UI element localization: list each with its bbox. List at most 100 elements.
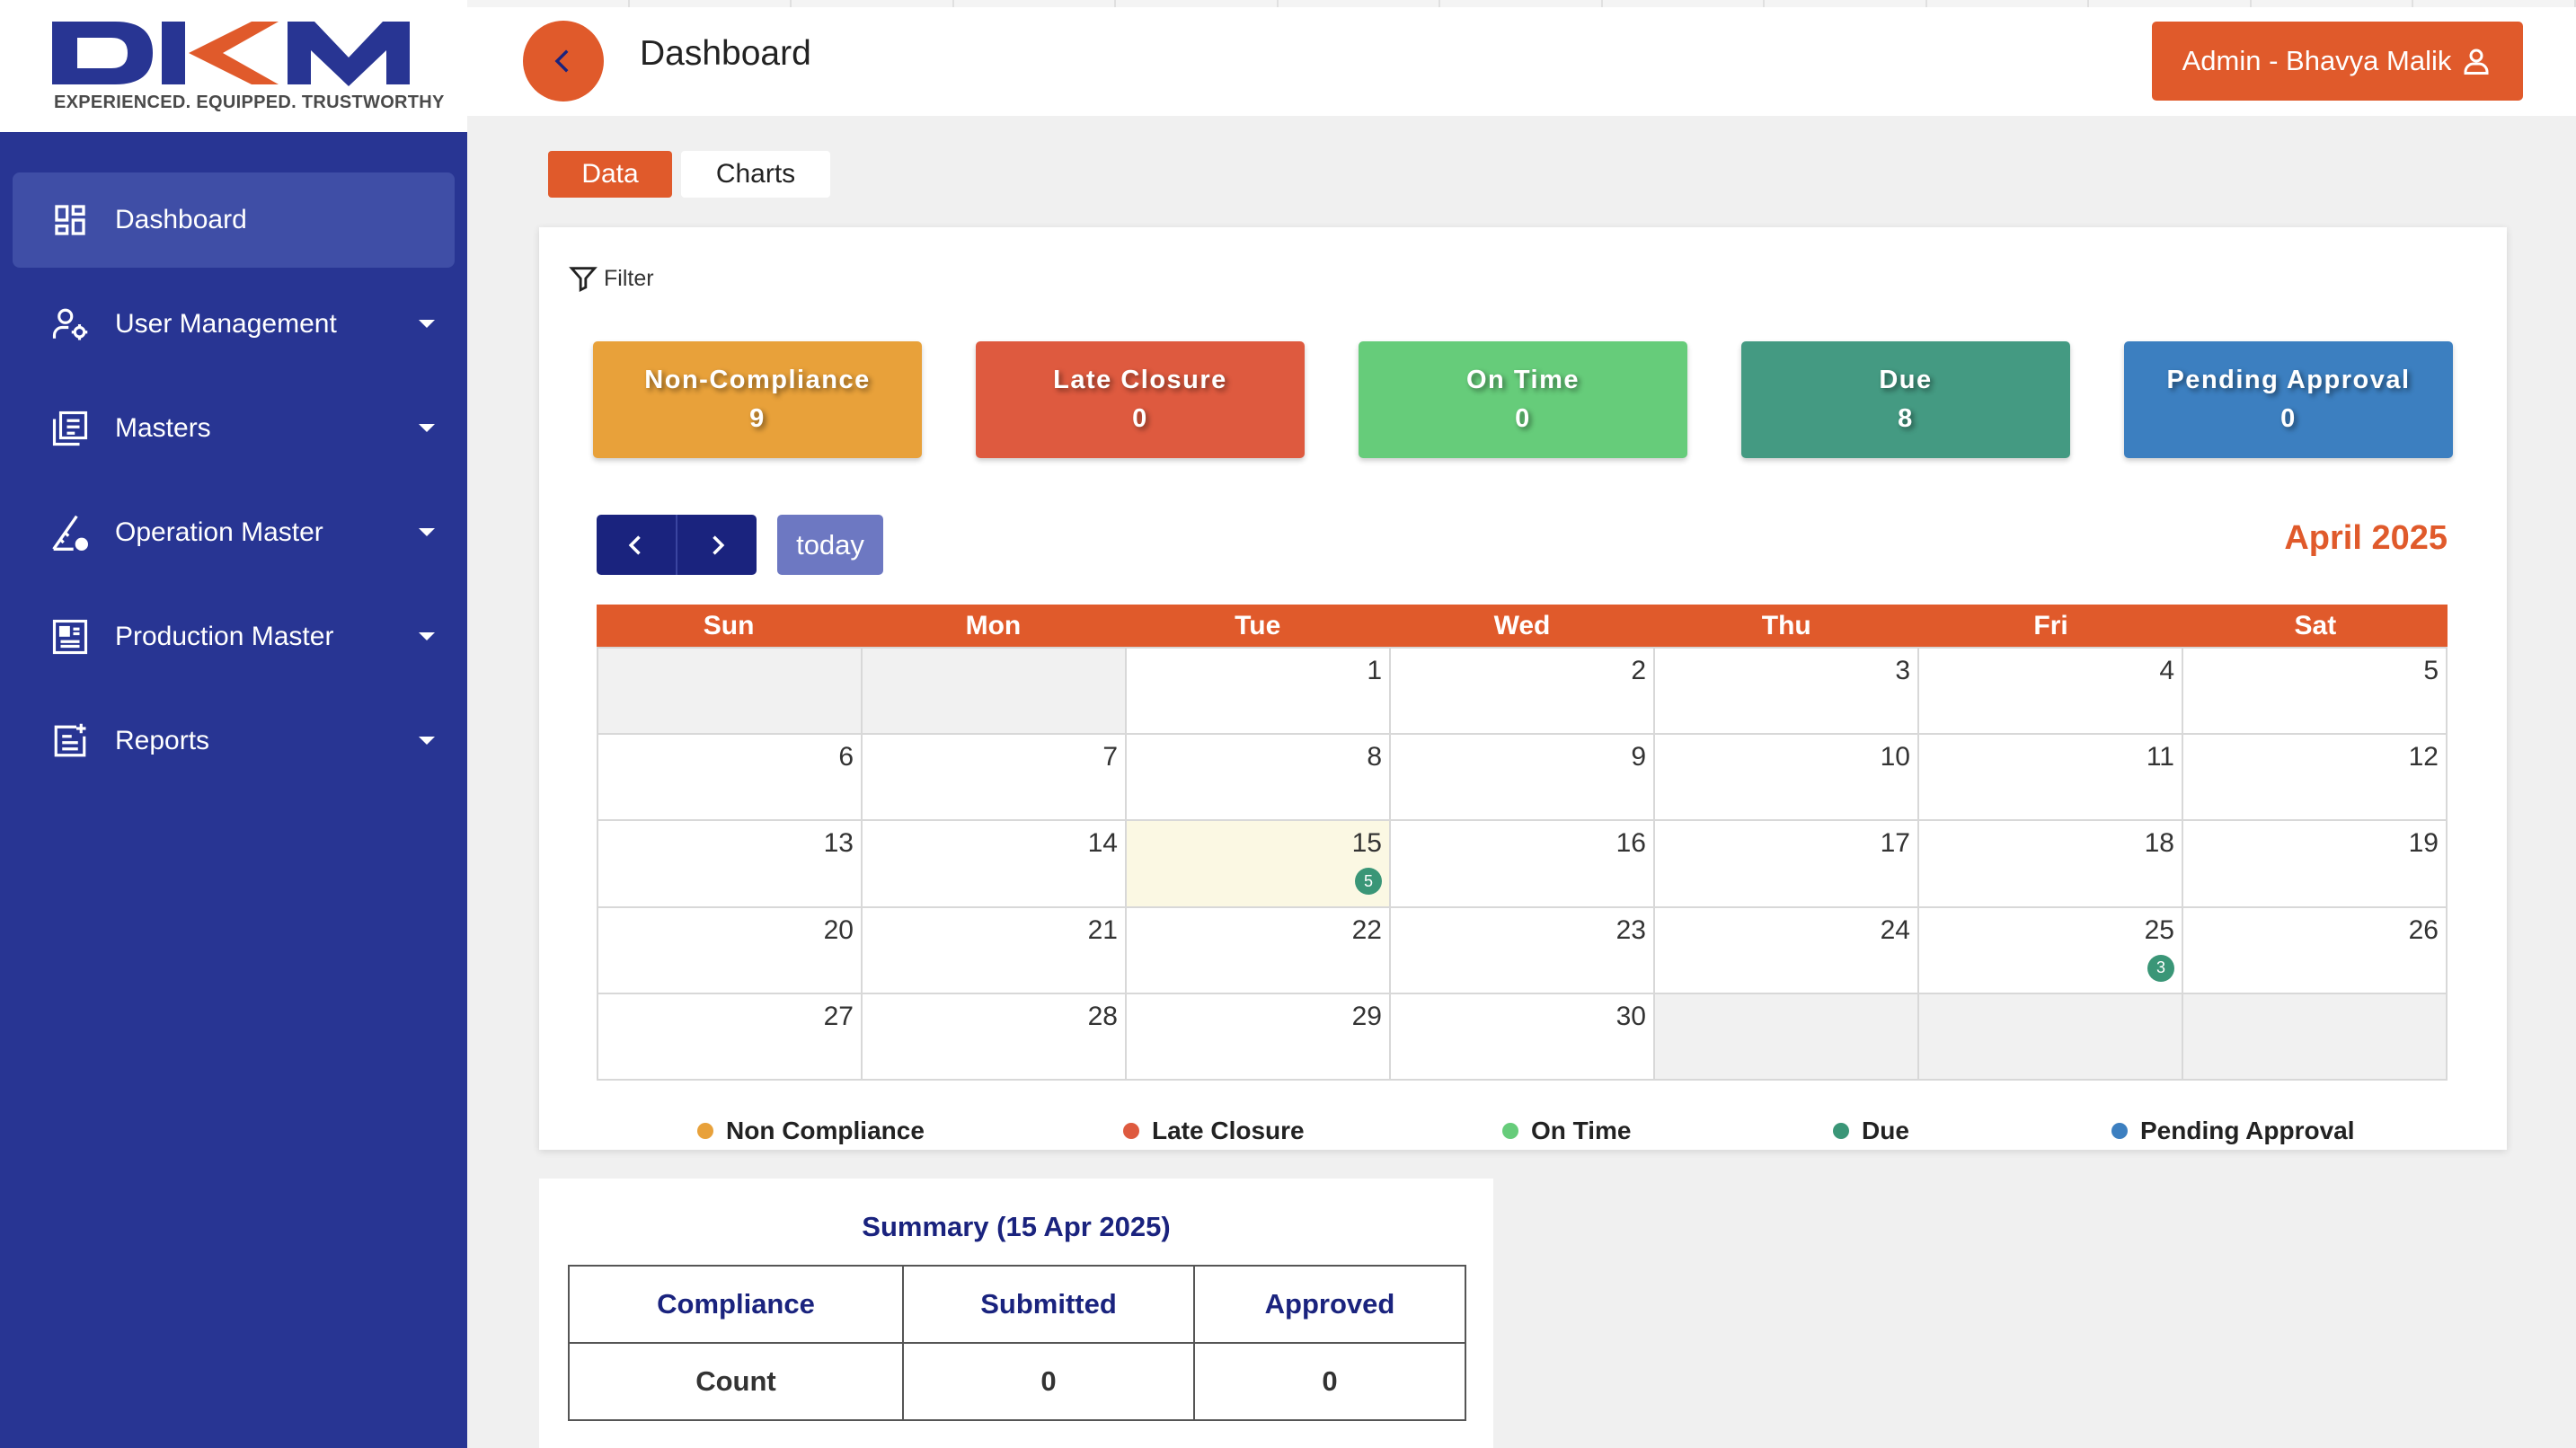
weekday-label: Wed: [1493, 610, 1551, 640]
sidebar-item-operation-master[interactable]: Operation Master: [13, 485, 455, 580]
calendar-day-cell[interactable]: 5: [2183, 649, 2448, 736]
calendar-day-cell[interactable]: 6: [598, 735, 863, 822]
day-number: 8: [1367, 742, 1382, 773]
legend-pending-approval: Pending Approval: [2111, 1117, 2355, 1145]
calendar-day-cell[interactable]: 13: [598, 821, 863, 908]
admin-user-button[interactable]: Admin - Bhavya Malik: [2152, 22, 2523, 101]
weekday-label: Tue: [1235, 610, 1281, 640]
calendar-day-cell[interactable]: 8: [1127, 735, 1391, 822]
stat-card-on-time[interactable]: On Time 0: [1359, 341, 1687, 458]
calendar-prev-button[interactable]: [597, 515, 677, 575]
calendar-grid: 1 2 3 4 5 6 7 8 9 10 11 12 13 14 15 5 16 17 18 19 20 21 22 23 24…: [597, 647, 2448, 1081]
legend-non-compliance: Non Compliance: [697, 1117, 925, 1145]
sidebar-item-user-management[interactable]: User Management: [13, 277, 455, 372]
event-count-badge[interactable]: 3: [2147, 954, 2174, 982]
legend-label: Pending Approval: [2140, 1117, 2355, 1144]
calendar-day-cell[interactable]: 24: [1655, 907, 1919, 994]
sidebar-item-label: Dashboard: [115, 205, 247, 234]
calendar-day-cell[interactable]: 18: [1919, 821, 2183, 908]
weekday-label: Sun: [703, 610, 755, 640]
dashboard-card: Filter Non-Compliance 9 Late Closure 0 O…: [539, 227, 2507, 1150]
calendar-day-cell[interactable]: 28: [863, 993, 1127, 1081]
table-header-row: Compliance Submitted Approved: [568, 1265, 1466, 1344]
sidebar-item-label: Reports: [115, 726, 210, 755]
calendar-day-cell[interactable]: 3: [1655, 649, 1919, 736]
calendar-day-cell[interactable]: [1655, 993, 1919, 1081]
day-number: 15: [1351, 828, 1382, 859]
chevron-down-icon: [419, 528, 435, 536]
stat-card-late-closure[interactable]: Late Closure 0: [976, 341, 1305, 458]
calendar-day-cell[interactable]: 12: [2183, 735, 2448, 822]
sidebar-item-reports[interactable]: Reports: [13, 693, 455, 789]
sidebar-item-dashboard[interactable]: Dashboard: [13, 172, 455, 268]
weekday-label: Thu: [1761, 610, 1811, 640]
calendar-day-cell[interactable]: 4: [1919, 649, 2183, 736]
calendar-day-cell[interactable]: 2: [1391, 649, 1655, 736]
day-number: 30: [1616, 1001, 1646, 1031]
day-number: 1: [1367, 656, 1382, 685]
legend-on-time: On Time: [1502, 1117, 1632, 1145]
calendar-day-cell[interactable]: 17: [1655, 821, 1919, 908]
sidebar-item-label: Production Master: [115, 622, 334, 651]
day-number: 17: [1880, 828, 1910, 859]
calendar-day-cell[interactable]: 15 5: [1127, 821, 1391, 908]
report-icon: [49, 720, 92, 763]
calendar-day-cell[interactable]: 7: [863, 735, 1127, 822]
legend-dot: [2111, 1123, 2128, 1139]
calendar-day-cell[interactable]: 26: [2183, 907, 2448, 994]
tab-charts[interactable]: Charts: [681, 151, 830, 198]
legend-dot: [1502, 1123, 1518, 1139]
legend-dot: [1833, 1123, 1849, 1139]
filter-button[interactable]: Filter: [568, 263, 654, 294]
day-number: 24: [1880, 914, 1910, 945]
sidebar-item-label: Masters: [115, 413, 211, 443]
calendar-day-cell[interactable]: 22: [1127, 907, 1391, 994]
day-number: 16: [1616, 828, 1646, 859]
today-button[interactable]: today: [777, 515, 883, 575]
summary-table: Compliance Submitted Approved Count 0 0: [568, 1265, 1466, 1421]
chevron-right-icon: [713, 534, 725, 555]
calendar-day-cell[interactable]: 23: [1391, 907, 1655, 994]
calendar-day-cell[interactable]: 29: [1127, 993, 1391, 1081]
calendar-day-cell[interactable]: 20: [598, 907, 863, 994]
back-button[interactable]: [523, 21, 604, 102]
calendar-day-cell[interactable]: 1: [1127, 649, 1391, 736]
stat-card-due[interactable]: Due 8: [1741, 341, 2070, 458]
tab-data[interactable]: Data: [548, 151, 672, 198]
calendar-day-cell[interactable]: 19: [2183, 821, 2448, 908]
calendar-day-cell[interactable]: [863, 649, 1127, 736]
calendar-next-button[interactable]: [677, 515, 757, 575]
stat-value: 9: [749, 404, 766, 433]
calendar-day-cell[interactable]: 30: [1391, 993, 1655, 1081]
calendar-day-cell[interactable]: [2183, 993, 2448, 1081]
day-number: 7: [1102, 742, 1118, 773]
list-icon: [49, 407, 92, 450]
calendar-day-cell[interactable]: 27: [598, 993, 863, 1081]
stat-card-non-compliance[interactable]: Non-Compliance 9: [593, 341, 922, 458]
calendar-day-cell[interactable]: [1919, 993, 2183, 1081]
calendar-day-cell[interactable]: 25 3: [1919, 907, 2183, 994]
calendar-day-cell[interactable]: 21: [863, 907, 1127, 994]
legend-label: Due: [1862, 1117, 1909, 1144]
calendar-nav: [597, 515, 757, 575]
dashboard-icon: [49, 199, 92, 242]
calendar-day-cell[interactable]: 14: [863, 821, 1127, 908]
stat-label: Non-Compliance: [644, 366, 871, 394]
chevron-down-icon: [419, 632, 435, 640]
stat-label: Late Closure: [1053, 366, 1227, 394]
event-count-badge[interactable]: 5: [1355, 868, 1382, 896]
day-number: 26: [2408, 914, 2439, 945]
day-number: 12: [2408, 742, 2439, 773]
calendar-day-cell[interactable]: 16: [1391, 821, 1655, 908]
sidebar-item-production-master[interactable]: Production Master: [13, 589, 455, 684]
chevron-down-icon: [419, 320, 435, 328]
stat-card-pending-approval[interactable]: Pending Approval 0: [2124, 341, 2453, 458]
calendar-day-cell[interactable]: 11: [1919, 735, 2183, 822]
sidebar-item-masters[interactable]: Masters: [13, 381, 455, 476]
day-number: 3: [1895, 656, 1910, 685]
calendar-day-cell[interactable]: 9: [1391, 735, 1655, 822]
chevron-left-icon: [628, 534, 641, 555]
calendar-day-cell[interactable]: [598, 649, 863, 736]
calendar-day-cell[interactable]: 10: [1655, 735, 1919, 822]
page-title: Dashboard: [640, 34, 811, 73]
